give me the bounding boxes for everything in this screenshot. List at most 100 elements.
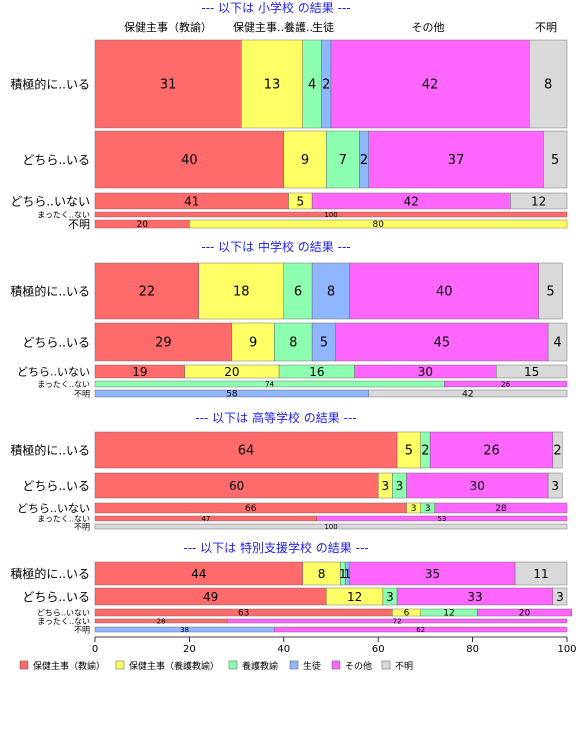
- data-label: 28: [157, 618, 166, 626]
- bar-segment: [94, 211, 568, 218]
- data-label: 3: [386, 590, 394, 604]
- row-label: どちら..いない: [17, 365, 90, 378]
- bar-segment: [444, 380, 568, 388]
- bar-segment: [349, 262, 539, 320]
- bar-segment: [477, 608, 572, 617]
- bar-segment: [283, 130, 327, 189]
- data-label: 53: [437, 515, 446, 523]
- data-label: 5: [551, 153, 559, 168]
- bar-segment: [547, 472, 563, 499]
- data-label: 6: [294, 285, 302, 300]
- data-label: 3: [381, 479, 389, 493]
- data-label: 1: [339, 567, 347, 581]
- bar-segment: [316, 515, 568, 522]
- legend-swatch: [115, 660, 125, 670]
- legend-label: 不明: [395, 661, 413, 672]
- data-label: 2: [360, 153, 368, 168]
- data-label: 64: [238, 444, 255, 459]
- x-tick-label: 0: [92, 644, 98, 655]
- data-label: 42: [462, 390, 473, 400]
- data-label: 20: [136, 220, 148, 230]
- data-label: 33: [467, 590, 482, 604]
- bar-segment: [529, 39, 568, 129]
- x-tick-label: 80: [466, 644, 479, 655]
- data-label: 100: [324, 211, 337, 219]
- bar-segment: [274, 626, 568, 633]
- data-label: 66: [245, 504, 257, 514]
- row-label: 積極的に..いる: [10, 442, 90, 457]
- data-label: 42: [404, 194, 419, 208]
- bar-segment: [198, 262, 284, 320]
- data-label: 26: [501, 381, 510, 389]
- data-label: 30: [470, 479, 485, 493]
- data-label: 19: [132, 365, 147, 379]
- bar-segment: [226, 618, 568, 624]
- data-label: 40: [181, 153, 198, 168]
- data-label: 44: [191, 567, 206, 581]
- data-label: 18: [233, 285, 250, 300]
- data-label: 12: [347, 590, 362, 604]
- row-label: どちら..いる: [22, 590, 90, 604]
- data-label: 5: [320, 336, 328, 351]
- bar-segment: [283, 262, 313, 320]
- row-label: どちら..いない: [37, 608, 90, 617]
- bar-segment: [496, 364, 568, 379]
- legend-swatch: [331, 660, 341, 670]
- x-tick-label: 40: [277, 644, 290, 655]
- panel-title: --- 以下は 高等学校 の結果 ---: [195, 410, 356, 425]
- row-label: まったく..ない: [37, 380, 90, 389]
- bar-segment: [538, 262, 563, 320]
- legend-label: 保健主事（教諭）: [33, 660, 105, 672]
- data-label: 11: [533, 567, 548, 581]
- bar-segment: [94, 262, 200, 320]
- row-label: 不明: [74, 625, 90, 634]
- row-label: 不明: [74, 389, 90, 398]
- bar-segment: [547, 322, 568, 362]
- bar-segment: [368, 130, 544, 189]
- bar-segment: [335, 322, 549, 362]
- data-label: 20: [519, 609, 531, 619]
- row-label: どちら..いる: [22, 153, 90, 167]
- bar-segment: [311, 262, 351, 320]
- data-label: 3: [411, 504, 417, 514]
- row-label: 積極的に..いる: [10, 566, 90, 581]
- bar-segment: [510, 192, 568, 210]
- data-label: 45: [434, 336, 451, 351]
- data-label: 30: [418, 365, 433, 379]
- data-label: 8: [318, 567, 326, 581]
- data-label: 72: [393, 618, 402, 626]
- top-category-label: その他: [412, 21, 445, 34]
- data-label: 3: [556, 590, 564, 604]
- data-label: 16: [309, 365, 324, 379]
- bar-segment: [326, 130, 360, 189]
- data-label: 7: [339, 153, 347, 168]
- data-label: 4: [553, 336, 561, 351]
- data-label: 35: [425, 567, 440, 581]
- row-label: 不明: [68, 218, 90, 231]
- data-label: 60: [229, 479, 244, 493]
- data-label: 26: [483, 444, 500, 459]
- legend-swatch: [289, 660, 299, 670]
- x-tick-label: 100: [557, 644, 576, 655]
- data-label: 62: [416, 626, 425, 634]
- bar-segment: [274, 322, 313, 362]
- data-label: 9: [249, 336, 257, 351]
- x-tick-label: 60: [372, 644, 385, 655]
- bar-segment: [94, 472, 379, 499]
- data-label: 1: [344, 567, 352, 581]
- legend-label: その他: [345, 660, 372, 672]
- bar-segment: [552, 431, 563, 469]
- data-label: 2: [322, 78, 330, 93]
- row-label: 不明: [74, 522, 90, 531]
- data-label: 63: [238, 609, 249, 619]
- bar-segment: [189, 219, 568, 229]
- data-label: 58: [226, 390, 238, 400]
- data-label: 80: [372, 220, 384, 230]
- data-label: 49: [203, 590, 218, 604]
- data-label: 6: [404, 609, 410, 619]
- data-label: 22: [139, 285, 156, 300]
- row-label: どちら..いない: [17, 502, 90, 515]
- panel-title: --- 以下は 中学校 の結果 ---: [201, 239, 350, 254]
- row-label: まったく..ない: [37, 210, 90, 219]
